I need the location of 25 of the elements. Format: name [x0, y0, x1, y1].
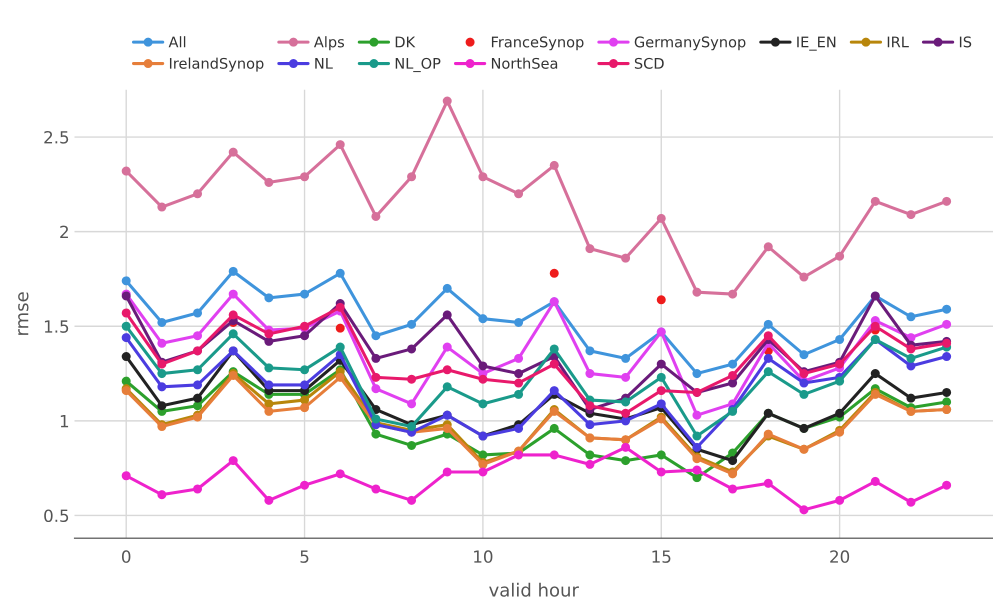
x-tick-label: 5 — [300, 550, 308, 563]
y-tick-label: 1 — [60, 415, 68, 428]
x-tick-label: 10 — [474, 550, 492, 563]
legend-label: Alps — [314, 36, 344, 50]
legend-label: IE_EN — [797, 36, 836, 51]
legend-label: IrelandSynop — [170, 58, 264, 72]
legend-label: All — [168, 36, 186, 48]
y-tick-label: 1.5 — [44, 320, 68, 333]
legend-label: GermanySynop — [634, 36, 746, 50]
legend-label: IS — [960, 36, 972, 48]
x-tick-label: 0 — [122, 550, 130, 563]
legend-label: FranceSynop — [492, 36, 584, 50]
legend-label: NL_OP — [396, 58, 440, 72]
y-tick-label: 0.5 — [44, 509, 68, 522]
x-tick-label: 20 — [830, 550, 850, 563]
x-axis-title: valid hour — [489, 582, 579, 597]
legend-label: NL — [315, 58, 333, 69]
y-tick-label: 2 — [60, 226, 68, 238]
y-tick-label: 2.5 — [44, 130, 68, 144]
y-axis-title: rmse — [18, 292, 28, 335]
legend-label: NorthSea — [492, 58, 558, 69]
legend-label: IRL — [888, 36, 909, 48]
legend-label: DK — [396, 36, 416, 48]
x-tick-label: 15 — [652, 550, 670, 563]
legend-label: SCD — [634, 58, 664, 69]
